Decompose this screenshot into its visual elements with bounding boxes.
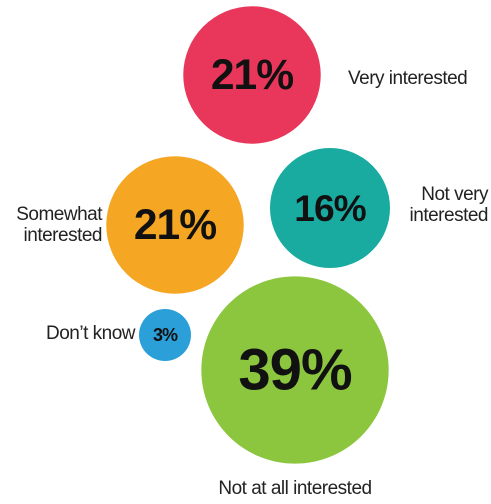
category-label: Not at all interested <box>218 478 372 499</box>
category-label: Very interested <box>348 68 468 89</box>
bubble <box>139 309 191 361</box>
category-label: Don’t know <box>46 323 136 344</box>
value-label: 3% <box>153 325 178 345</box>
category-label: Not very interested <box>409 184 489 226</box>
bubble <box>201 276 389 464</box>
bubble <box>183 6 321 144</box>
bubble <box>270 148 390 268</box>
category-label: Somewhat interested <box>16 204 102 246</box>
bubble <box>106 156 244 294</box>
value-label: 21% <box>134 201 216 249</box>
value-label: 16% <box>294 187 366 229</box>
value-label: 21% <box>211 51 293 99</box>
value-label: 39% <box>238 338 352 403</box>
